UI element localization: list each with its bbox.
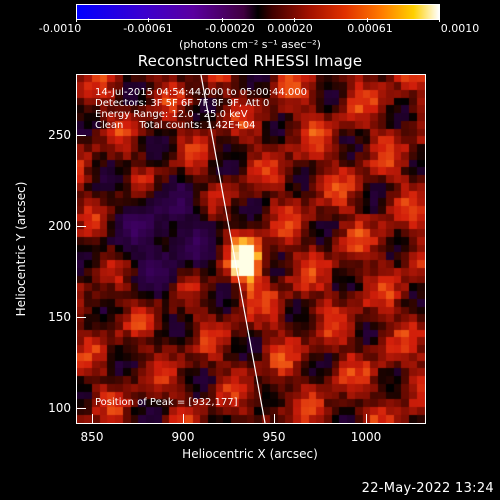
plot-title: Reconstructed RHESSI Image bbox=[137, 52, 363, 70]
y-tick-label: 250 bbox=[48, 128, 71, 142]
colorbar-tick-label: 0.0010 bbox=[440, 22, 480, 35]
info-energy-range: Energy Range: 12.0 - 25.0 keV bbox=[95, 109, 248, 120]
rhessi-image bbox=[77, 75, 425, 423]
x-tick-mark bbox=[183, 414, 184, 424]
x-tick-mark bbox=[92, 414, 93, 424]
info-clean-counts: Clean Total counts: 1.42E+04 bbox=[95, 120, 256, 131]
colorbar-tick-label: -0.0010 bbox=[38, 22, 82, 35]
y-axis-label: Heliocentric Y (arcsec) bbox=[14, 181, 28, 317]
x-axis-label: Heliocentric X (arcsec) bbox=[182, 447, 318, 461]
y-tick-label: 200 bbox=[48, 219, 71, 233]
x-tick-label: 900 bbox=[171, 430, 195, 444]
colorbar-tick-mark bbox=[367, 18, 368, 22]
colorbar-tick-mark bbox=[76, 18, 77, 22]
colorbar-tick-label: 0.00020 bbox=[267, 22, 313, 35]
info-detectors: Detectors: 3F 5F 6F 7F 8F 9F, Att 0 bbox=[95, 98, 270, 109]
y-tick-mark bbox=[76, 135, 86, 136]
y-tick-mark bbox=[76, 408, 86, 409]
x-tick-label: 1000 bbox=[350, 430, 382, 444]
colorbar bbox=[76, 4, 440, 20]
colorbar-tick-label: -0.00020 bbox=[205, 22, 255, 35]
x-tick-mark bbox=[274, 414, 275, 424]
y-tick-mark bbox=[76, 226, 86, 227]
colorbar-tick-mark bbox=[439, 18, 440, 22]
colorbar-tick-label: -0.00061 bbox=[123, 22, 173, 35]
colorbar-tick-mark bbox=[294, 18, 295, 22]
y-tick-label: 150 bbox=[48, 310, 71, 324]
colorbar-tick-mark bbox=[148, 18, 149, 22]
image-plot-area: 14-Jul-2015 04:54:44.000 to 05:00:44.000… bbox=[76, 74, 426, 424]
x-tick-label: 850 bbox=[80, 430, 104, 444]
y-tick-label: 100 bbox=[48, 401, 71, 415]
y-tick-mark bbox=[76, 317, 86, 318]
info-time-range: 14-Jul-2015 04:54:44.000 to 05:00:44.000 bbox=[95, 87, 307, 98]
colorbar-unit-label: (photons cm⁻² s⁻¹ asec⁻²) bbox=[179, 38, 321, 51]
colorbar-tick-label: 0.00061 bbox=[347, 22, 393, 35]
peak-position: Position of Peak = [932,177] bbox=[95, 397, 238, 408]
date-stamp: 22-May-2022 13:24 bbox=[361, 481, 494, 496]
x-tick-label: 950 bbox=[262, 430, 286, 444]
x-tick-mark bbox=[366, 414, 367, 424]
colorbar-tick-mark bbox=[222, 18, 223, 22]
solar-limb bbox=[200, 75, 266, 423]
